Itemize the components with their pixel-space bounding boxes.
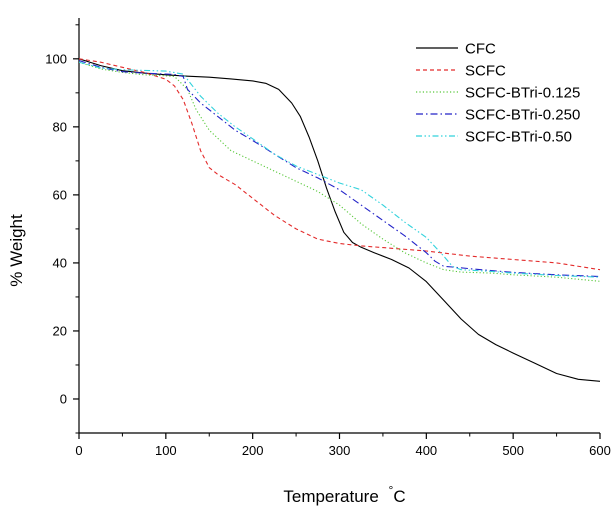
degree-symbol: ° [389, 483, 394, 497]
legend-label-cfc: CFC [465, 41, 496, 58]
axes [78, 18, 600, 434]
x-axis-title: Temperature °C [283, 483, 405, 506]
legend-label-scfc-btri-0-250: SCFC-BTri-0.250 [465, 107, 580, 124]
legend-label-scfc-btri-0-125: SCFC-BTri-0.125 [465, 85, 580, 102]
x-axis-title-text: Temperature [283, 487, 378, 506]
x-tick-label: 600 [589, 443, 611, 458]
x-tick-label: 100 [155, 443, 177, 458]
x-axis-unit: °C [389, 483, 406, 506]
legend-label-scfc-btri-0-50: SCFC-BTri-0.50 [465, 129, 572, 146]
y-tick-label: 40 [53, 255, 67, 270]
x-tick-label: 0 [75, 443, 82, 458]
x-tick-label: 200 [242, 443, 264, 458]
y-tick-label: 0 [60, 391, 67, 406]
series-line-cfc [79, 58, 601, 382]
x-tick-label: 500 [502, 443, 524, 458]
y-axis-ticks: 0 20 40 60 80 100 [45, 24, 79, 434]
y-tick-label: 60 [53, 187, 67, 202]
x-tick-label: 400 [415, 443, 437, 458]
y-axis-title: % Weight [7, 214, 26, 287]
series-line-scfc-btri-0-50 [79, 61, 601, 278]
y-tick-label: 80 [53, 119, 67, 134]
series-line-scfc [79, 58, 601, 271]
x-tick-label: 300 [329, 443, 351, 458]
y-tick-label: 20 [53, 323, 67, 338]
legend-label-scfc: SCFC [465, 63, 506, 80]
series-line-scfc-btri-0-250 [79, 59, 601, 278]
x-axis-ticks: 0 100 200 300 400 500 600 [75, 433, 611, 458]
data-series [79, 58, 601, 382]
legend: CFC SCFC SCFC-BTri-0.125 SCFC-BTri-0.250 SCF… [416, 41, 580, 146]
y-tick-label: 100 [45, 51, 67, 66]
unit-letter: C [393, 487, 405, 506]
